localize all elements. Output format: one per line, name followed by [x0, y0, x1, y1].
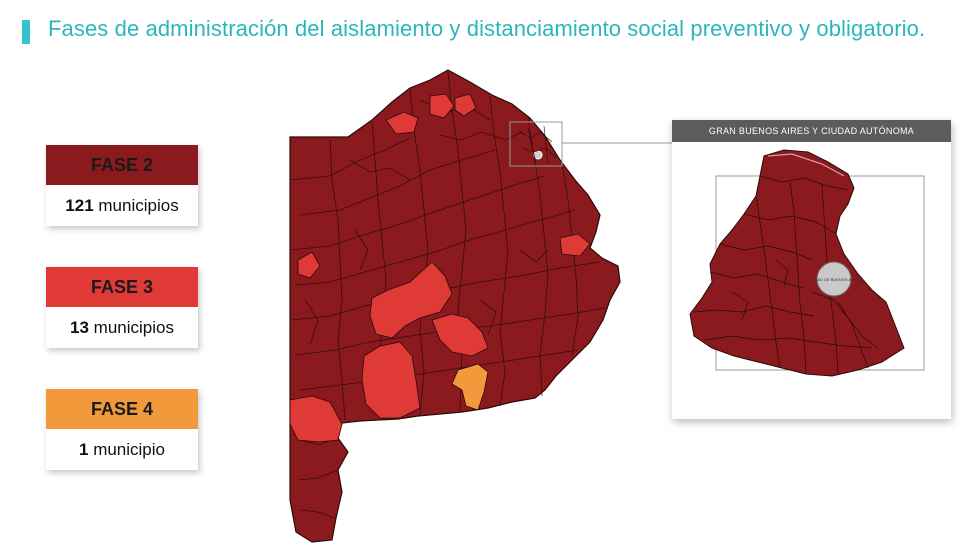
partido-fase-3	[559, 233, 591, 257]
inset-header: GRAN BUENOS AIRES Y CIUDAD AUTÓNOMA	[672, 120, 951, 142]
partido-fase-4	[451, 363, 489, 411]
partido-fase-3	[429, 93, 455, 119]
partido-fase-3	[431, 313, 489, 357]
legend-count-fase-3: 13 municipios	[46, 307, 198, 348]
partido-fase-3	[369, 261, 453, 339]
partido-fase-3	[385, 111, 419, 135]
legend-card-fase-4: FASE 4 1 municipio	[46, 389, 198, 470]
legend-count-fase-2: 121 municipios	[46, 185, 198, 226]
legend-card-fase-3: FASE 3 13 municipios	[46, 267, 198, 348]
legend-count-unit: municipio	[93, 440, 165, 459]
legend-count-number: 121	[65, 196, 94, 215]
partido-fase-3	[289, 395, 343, 443]
legend-count-unit: municipios	[93, 318, 174, 337]
legend-label-fase-2: FASE 2	[46, 145, 198, 185]
legend-count-fase-4: 1 municipio	[46, 429, 198, 470]
province-outline	[289, 69, 621, 543]
partido-fase-3	[297, 251, 321, 279]
amba-zoom-box	[509, 121, 563, 167]
river-edge	[767, 153, 845, 177]
legend-label-fase-4: FASE 4	[46, 389, 198, 429]
amba-partido-borders	[693, 175, 879, 375]
caba-inset	[816, 261, 852, 297]
legend-count-unit: municipios	[98, 196, 179, 215]
fase-3-partidos	[289, 93, 591, 443]
legend-card-fase-2: FASE 2 121 municipios	[46, 145, 198, 226]
legend-count-number: 1	[78, 440, 89, 459]
amba-inset-panel: GRAN BUENOS AIRES Y CIUDAD AUTÓNOMA CIUD…	[672, 120, 951, 419]
amba-inset-map: CIUDAD DE BUENOS AIRES	[689, 149, 925, 377]
title-accent-bar	[22, 20, 30, 44]
partido-fase-3	[454, 93, 477, 117]
partido-fase-3	[361, 341, 421, 419]
legend-count-number: 13	[70, 318, 89, 337]
amba-outline	[689, 149, 905, 377]
page-title: Fases de administración del aislamiento …	[48, 16, 926, 41]
caba-inset-label: CIUDAD DE BUENOS AIRES	[808, 277, 861, 282]
amba-dense-borders	[517, 125, 557, 165]
legend-label-fase-3: FASE 3	[46, 267, 198, 307]
